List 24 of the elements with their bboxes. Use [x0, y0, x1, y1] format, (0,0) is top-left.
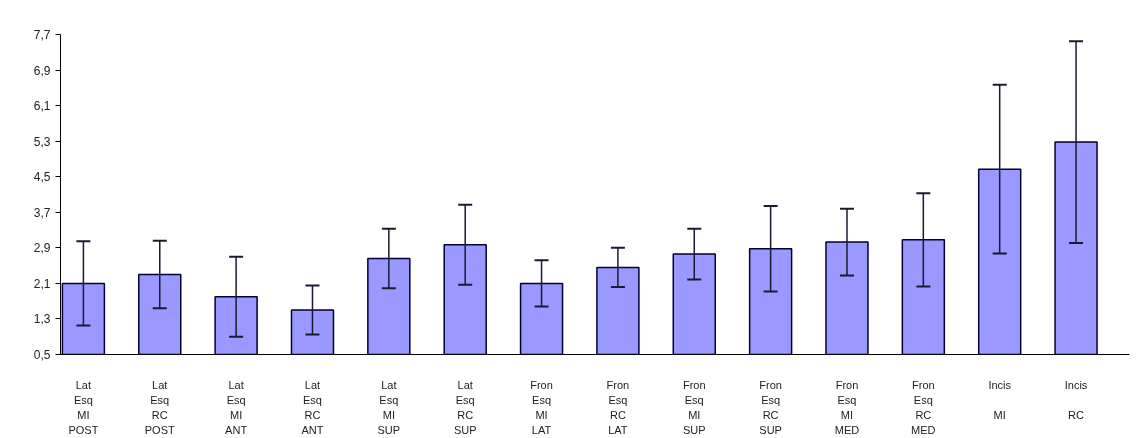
category-label: Incis RC [1064, 378, 1088, 421]
x-tick-label: Lat Esq RC SUP [453, 378, 477, 436]
category-label: Incis MI [988, 378, 1012, 421]
x-tick-label: Fron Esq RC MED [911, 378, 936, 436]
y-tick-label: 7,7 [33, 28, 51, 42]
y-tick-label: 6,9 [33, 63, 51, 78]
y-tick-label: 2,9 [33, 241, 51, 256]
x-tick-label: Lat Esq MI ANT [225, 378, 248, 436]
x-tick-label: Fron Esq MI MED [834, 378, 860, 436]
x-tick-label: Lat Esq MI POST [68, 378, 99, 436]
x-tick-label: Lat Esq RC ANT [301, 378, 324, 436]
y-tick-label: 0,5 [33, 348, 51, 362]
x-tick-label: Lat Esq MI SUP [377, 378, 401, 436]
y-tick-label: 5,3 [33, 134, 51, 149]
y-tick-label: 2,1 [33, 276, 51, 291]
x-tick-label: Fron Esq MI SUP [682, 378, 706, 436]
y-tick-label: 4,5 [33, 170, 51, 185]
y-tick-label: 1,3 [33, 312, 51, 327]
x-tick-label: Lat Esq RC POST [144, 378, 176, 436]
y-tick-label: 6,1 [33, 99, 51, 114]
x-tick-label: Fron Esq RC LAT [606, 378, 630, 436]
x-tick-label: Fron Esq MI LAT [530, 378, 553, 436]
x-tick-label: Fron Esq RC SUP [759, 378, 782, 436]
y-tick-label: 3,7 [33, 205, 51, 220]
